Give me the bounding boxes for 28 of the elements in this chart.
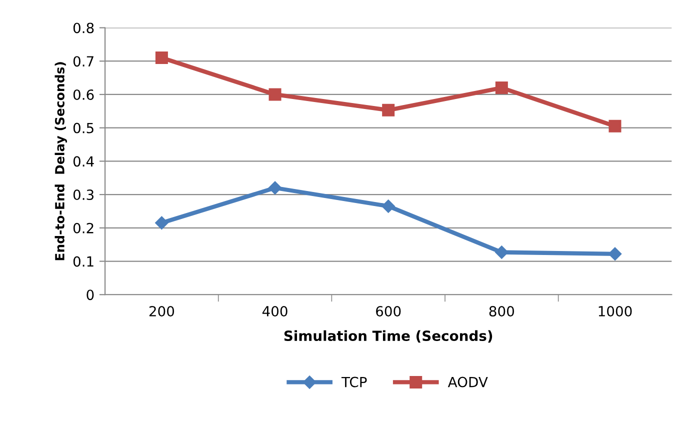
x-tick-label: 200 [149,306,174,316]
x-tick-label: 800 [489,306,514,316]
point [608,120,622,132]
y-tick-label: 0.1 [73,256,94,267]
point [608,247,622,261]
y-tick-label: 0.6 [73,89,94,100]
legend-label: AODV [448,376,488,388]
x-axis-title: Simulation Time (Seconds) [284,330,492,343]
y-tick-label: 0.5 [73,122,94,134]
point [268,181,282,194]
point [382,104,395,116]
point [155,216,168,230]
point [268,88,282,101]
point [495,246,508,259]
y-tick-label: 0.3 [73,190,94,200]
y-tick-label: 0.7 [73,56,94,67]
x-tick-label: 600 [376,306,401,316]
x-tick-label: 1000 [598,306,632,316]
y-tick-label: 0.4 [73,156,94,167]
legend-label: TCP [341,376,367,388]
point [155,52,168,64]
y-tick-label: 0.2 [73,222,94,234]
point [495,82,508,94]
y-axis-title: End-to-End Delay (Seconds) [54,62,67,260]
y-tick-label: 0 [86,290,94,300]
y-tick-label: 0.8 [73,22,94,34]
point [382,200,395,213]
x-tick-label: 400 [262,306,288,316]
